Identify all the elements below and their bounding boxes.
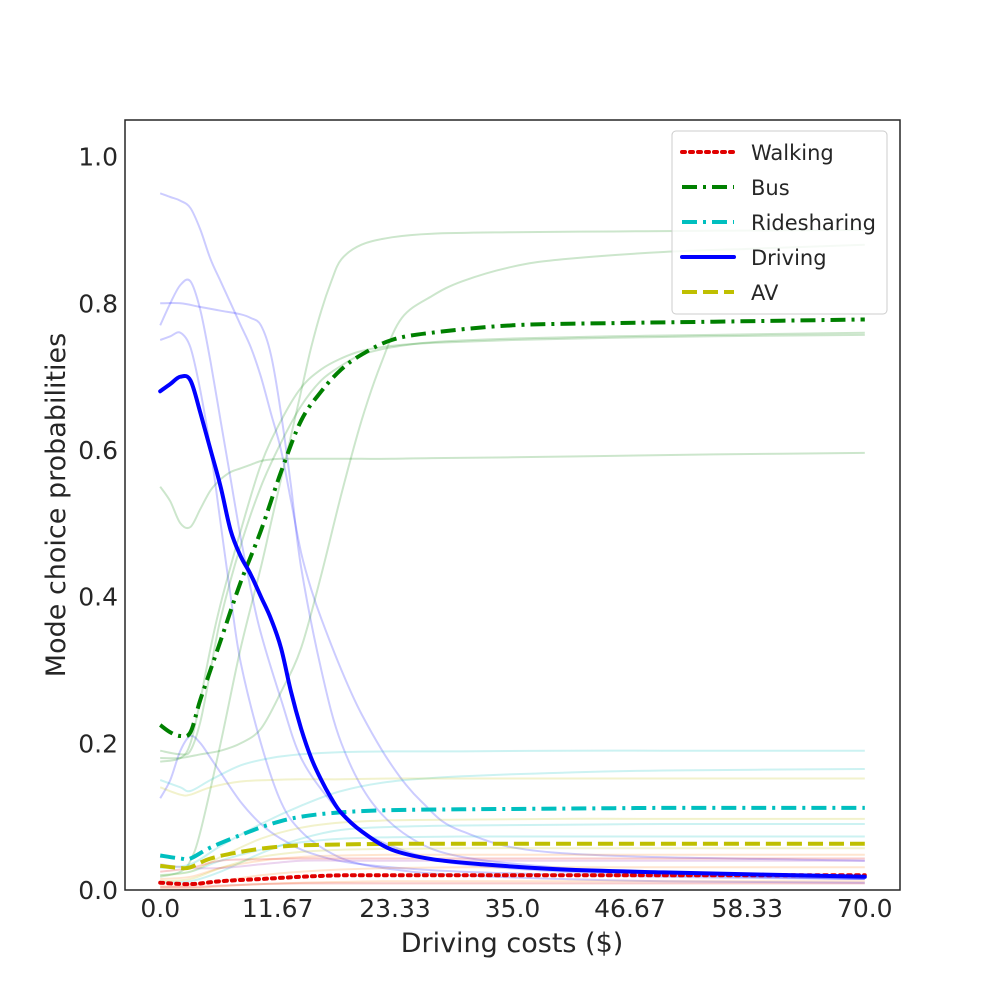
y-axis-ticks: 0.0 0.2 0.4 0.6 0.8 1.0	[78, 143, 118, 905]
legend-label-walking: Walking	[751, 141, 834, 165]
y-tick-label: 0.4	[78, 583, 118, 612]
y-tick-label: 0.8	[78, 289, 118, 318]
background-line-8	[160, 333, 865, 763]
plot-frame	[124, 119, 901, 891]
x-tick-label: 35.0	[485, 894, 541, 923]
legend-label-ridesharing: Ridesharing	[751, 211, 876, 235]
x-tick-label: 46.67	[594, 894, 666, 923]
y-tick-label: 0.6	[78, 436, 118, 465]
legend-label-av: AV	[751, 281, 779, 305]
background-line-14	[159, 777, 865, 797]
legend: Walking Bus Ridesharing Driving AV	[671, 130, 888, 315]
background-line-7	[160, 243, 865, 760]
series-line-ridesharing	[159, 805, 865, 862]
x-axis-label: Driving costs ($)	[401, 928, 624, 959]
y-tick-label: 0.2	[78, 729, 118, 758]
background-line-16	[160, 847, 865, 883]
background-line-6	[159, 229, 865, 878]
y-tick-label: 1.0	[78, 143, 118, 172]
legend-label-bus: Bus	[751, 176, 790, 200]
background-lines	[159, 192, 865, 890]
x-tick-label: 58.33	[712, 894, 784, 923]
background-line-17	[160, 853, 865, 880]
background-line-19	[160, 880, 865, 890]
background-line-21	[160, 882, 865, 889]
background-line-11	[160, 768, 865, 869]
x-axis-ticks: 0.0 11.67 23.33 35.0 46.67 58.33 70.0	[140, 894, 892, 923]
background-line-2	[160, 302, 865, 880]
x-tick-label: 23.33	[359, 894, 431, 923]
series-line-av	[159, 841, 865, 871]
background-line-9	[160, 331, 865, 756]
background-line-12	[160, 835, 865, 877]
legend-box	[671, 130, 888, 315]
x-tick-label: 70.0	[837, 894, 893, 923]
series-line-bus	[159, 317, 865, 739]
background-line-22	[160, 859, 865, 870]
background-line-20	[160, 857, 865, 873]
legend-label-driving: Driving	[751, 246, 827, 270]
background-line-15	[160, 817, 865, 877]
background-line-13	[160, 822, 865, 884]
y-axis-label: Mode choice probabilities	[41, 333, 72, 677]
series-line-driving	[158, 373, 867, 879]
background-line-5	[159, 451, 865, 530]
main-series-lines	[158, 317, 867, 887]
background-line-1	[159, 331, 865, 884]
background-line-0	[159, 278, 865, 880]
background-line-10	[159, 749, 865, 793]
x-tick-label: 11.67	[242, 894, 314, 923]
x-tick-label: 0.0	[140, 894, 180, 923]
y-tick-label: 0.0	[78, 876, 118, 905]
